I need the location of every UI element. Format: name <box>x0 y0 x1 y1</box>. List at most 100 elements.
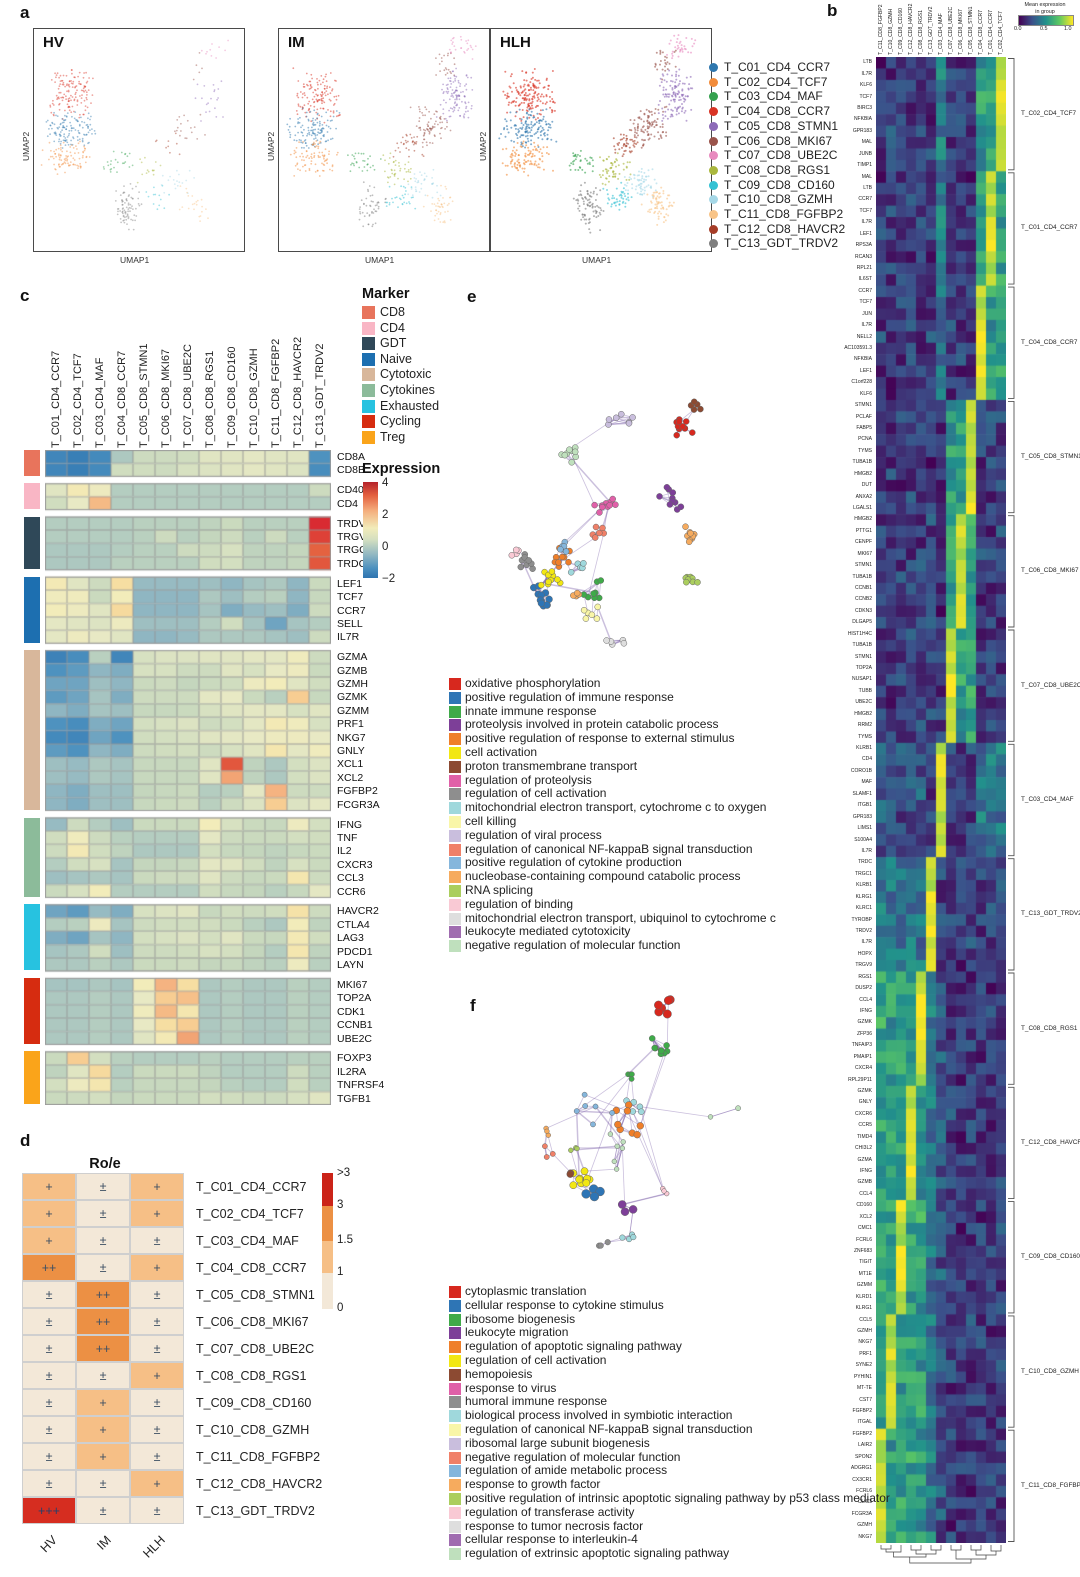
marker-column-label: T_C08_CD8_RGS1 <box>204 350 216 448</box>
go-legend-label: cellular response to interleukin-4 <box>465 1532 638 1547</box>
gene-label: CLIC3 <box>857 1499 872 1506</box>
gene-label: TYROBP <box>851 916 872 923</box>
cluster-legend-dot-C12 <box>709 224 718 234</box>
roe-legend-segment <box>322 1241 333 1273</box>
roe-cell: ++ <box>76 1308 130 1335</box>
gene-label: MAL <box>861 173 872 180</box>
roe-symbol: ± <box>99 1504 107 1518</box>
gene-label: SYNE2 <box>855 1362 872 1369</box>
roe-row-label: T_C06_CD8_MKI67 <box>196 1315 309 1329</box>
go-network-graph <box>542 995 741 1249</box>
marker-gene-label: TGFB1 <box>337 1092 371 1105</box>
go-legend-swatch <box>449 1327 461 1340</box>
go-legend-label: biological process involved in symbiotic… <box>465 1408 733 1423</box>
roe-cell: ± <box>76 1227 130 1254</box>
gene-label: RPL21 <box>856 264 872 271</box>
marker-gene-label: PRF1 <box>337 718 364 731</box>
go-legend-swatch <box>449 1382 461 1395</box>
roe-cell: ± <box>22 1443 76 1470</box>
gene-label: FGFBP2 <box>852 1430 872 1437</box>
gene-label: IL6ST <box>858 276 872 283</box>
go-legend-label: regulation of extrinsic apoptotic signal… <box>465 1546 730 1561</box>
roe-symbol: ± <box>45 1450 53 1464</box>
roe-legend-tick: 1 <box>337 1266 344 1278</box>
cluster-legend-label: T_C03_CD4_MAF <box>724 89 823 104</box>
marker-gene-label: NKG7 <box>337 731 366 744</box>
marker-column-label: T_C07_CD8_UBE2C <box>182 344 194 448</box>
panel-b-heatmap-canvas <box>876 57 1006 1543</box>
roe-cell: + <box>130 1362 184 1389</box>
go-legend-swatch <box>449 1451 461 1464</box>
gene-label: ANXA2 <box>855 493 872 500</box>
cluster-legend-label: T_C02_CD4_TCF7 <box>724 74 828 89</box>
marker-legend-swatch-cd4 <box>362 321 375 335</box>
roe-cell: ± <box>22 1335 76 1362</box>
heatmap-group-label: T_C11_CD8_FGFBP2 <box>1021 1481 1080 1489</box>
roe-column-label: HLH <box>140 1533 168 1561</box>
column-label: T_C07_CD8_UBE2C <box>948 6 954 55</box>
gene-label: RPL29P11 <box>848 1076 872 1083</box>
roe-row-label: T_C08_CD8_RGS1 <box>196 1369 307 1383</box>
gene-label: CCL4 <box>859 996 872 1003</box>
roe-cell: ± <box>76 1254 130 1281</box>
gene-label: GZMK <box>857 1087 872 1094</box>
go-legend-swatch <box>449 1506 461 1519</box>
go-legend-label: positive regulation of intrinsic apoptot… <box>465 1491 890 1505</box>
marker-strip-gdt <box>24 516 40 570</box>
gene-label: GZMA <box>857 1156 872 1163</box>
gene-label: MT1E <box>858 1270 872 1277</box>
gene-label: AC103591.3 <box>844 344 872 351</box>
column-label: T_C06_CD8_MKI67 <box>958 9 964 55</box>
roe-row-label: T_C07_CD8_UBE2C <box>196 1342 315 1356</box>
panel-c-label: c <box>20 286 30 305</box>
roe-row-label: T_C01_CD4_CCR7 <box>196 1180 307 1194</box>
marker-gene-label: GZMB <box>337 664 368 677</box>
go-legend-swatch <box>449 1396 461 1409</box>
gene-label: ITGB1 <box>857 802 872 809</box>
go-legend-label: response to virus <box>465 1380 557 1395</box>
gene-label: LGALS1 <box>853 505 872 511</box>
roe-row-label: T_C02_CD4_TCF7 <box>196 1207 304 1221</box>
umap-ylabel: UMAP2 <box>21 131 31 161</box>
heatmap-group-label: T_C08_CD8_RGS1 <box>1021 1024 1078 1032</box>
roe-symbol: ± <box>99 1234 107 1248</box>
colorbar-title-line2: in group <box>1035 8 1055 15</box>
gene-label: STMN1 <box>855 562 872 569</box>
roe-symbol: ± <box>153 1315 161 1329</box>
go-legend-label: regulation of viral process <box>465 827 602 842</box>
go-legend-label: nucleobase-containing compound catabolic… <box>465 869 741 884</box>
go-legend-label: proteolysis involved in protein cataboli… <box>465 717 719 732</box>
gene-label: TOP2A <box>855 665 872 672</box>
umap-title-im: IM <box>288 34 305 51</box>
go-legend-label: regulation of amide metabolic process <box>465 1463 668 1478</box>
roe-row-label: T_C13_GDT_TRDV2 <box>196 1504 315 1518</box>
gene-label: PCLAF <box>855 413 872 420</box>
gene-label: HIST1H4C <box>847 630 872 637</box>
gene-label: JUNB <box>858 150 872 157</box>
marker-column-label: T_C11_CD8_FGFBP2 <box>270 338 282 448</box>
marker-legend-label: CD8 <box>380 305 406 319</box>
gene-label: TUBB <box>858 687 872 694</box>
marker-gene-label: GZMA <box>337 651 368 664</box>
gene-label: PTTG1 <box>855 527 872 534</box>
roe-row-label: T_C09_CD8_CD160 <box>196 1396 312 1410</box>
gene-label: C1orf228 <box>851 379 872 386</box>
gene-label: CX3CR1 <box>852 1476 872 1483</box>
roe-row-label: T_C10_CD8_GZMH <box>196 1423 310 1437</box>
gene-label: TUBA1B <box>852 642 872 649</box>
go-legend-swatch <box>449 1410 461 1423</box>
roe-symbol: + <box>45 1180 53 1194</box>
go-legend-swatch <box>449 1299 461 1312</box>
column-label: T_C09_CD8_CD160 <box>898 7 904 55</box>
marker-gene-label: FGFBP2 <box>337 785 378 798</box>
expression-tick: 0 <box>382 541 389 553</box>
marker-legend-label: Cycling <box>380 414 421 429</box>
go-legend-swatch <box>449 1286 461 1298</box>
roe-symbol: ± <box>153 1342 161 1356</box>
gene-label: LIMS1 <box>857 825 872 832</box>
cluster-legend-label: T_C06_CD8_MKI67 <box>724 133 833 148</box>
marker-legend-swatch-naive <box>362 352 375 366</box>
marker-gene-label: GZMH <box>337 678 368 690</box>
gene-label: GPR183 <box>852 813 872 820</box>
cluster-legend-label: T_C09_CD8_CD160 <box>724 177 835 192</box>
